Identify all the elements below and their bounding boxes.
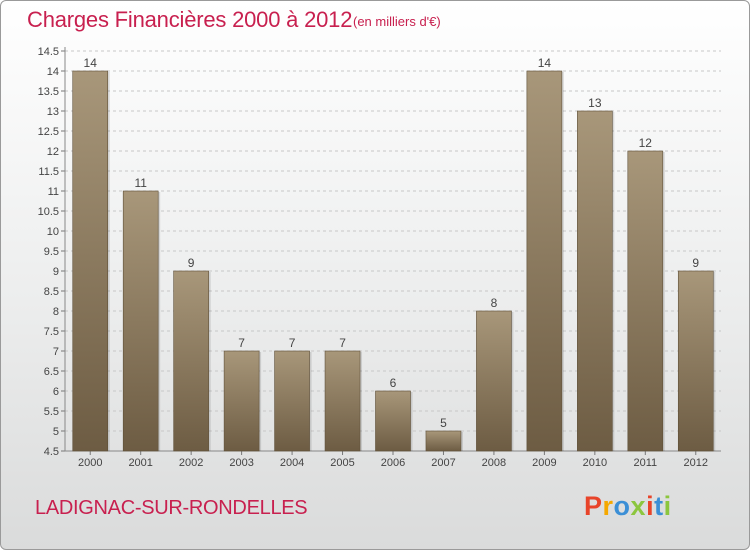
data-label: 12	[639, 136, 653, 150]
y-tick-label: 12	[47, 146, 59, 158]
logo-letter: P	[584, 491, 603, 521]
proxiti-logo[interactable]: Proxiti	[584, 491, 672, 522]
x-tick-label: 2010	[583, 457, 607, 469]
logo-letter: i	[663, 491, 672, 521]
y-tick-label: 5.5	[44, 406, 59, 418]
bar-2007	[425, 430, 462, 452]
chart-subtitle: (en milliers d'€)	[353, 14, 441, 29]
y-tick-label: 11	[48, 186, 59, 198]
x-tick-label: 2002	[179, 457, 203, 469]
y-tick-label: 5	[53, 426, 59, 438]
bar-2004	[274, 350, 310, 452]
x-tick-label: 2009	[532, 457, 556, 469]
y-tick-label: 8.5	[44, 286, 59, 298]
y-tick-label: 12.5	[38, 126, 59, 138]
y-tick-label: 9.5	[44, 246, 59, 258]
y-tick-label: 7.5	[44, 326, 59, 338]
y-tick-label: 6	[53, 386, 59, 398]
data-label: 6	[390, 376, 397, 390]
y-tick-label: 4.5	[44, 446, 59, 458]
data-label: 9	[188, 256, 195, 270]
x-tick-label: 2008	[482, 457, 506, 469]
y-tick-label: 7	[53, 346, 59, 358]
bar-2002	[173, 270, 209, 452]
data-label: 14	[84, 56, 98, 70]
y-tick-label: 13	[47, 106, 59, 118]
data-labels: 14 11 9 7 7 7 6 5 8 14 13 12 9	[84, 56, 700, 430]
x-tick-label: 2012	[684, 457, 708, 469]
x-tick-label: 2003	[229, 457, 253, 469]
y-tick-label: 11.5	[38, 166, 59, 178]
bar-2012	[677, 270, 714, 452]
bar-2006	[375, 390, 411, 452]
data-label: 7	[238, 336, 245, 350]
bar-2008	[476, 310, 512, 452]
x-tick-label: 2004	[280, 457, 304, 469]
logo-letter: o	[613, 491, 631, 521]
bar-2005	[324, 350, 361, 452]
x-tick-label: 2007	[431, 457, 455, 469]
bar-2011	[627, 150, 664, 452]
commune-name: LADIGNAC-SUR-RONDELLES	[35, 497, 308, 519]
data-label: 13	[588, 96, 602, 110]
x-tick-label: 2006	[381, 457, 405, 469]
axes: 4.5 5 5.5 6 6.5 7 7.5 8 8.5 9 9.5 10 10.5 11 11.5 12 12.…	[38, 46, 721, 469]
bar-2003	[223, 350, 260, 452]
y-tick-label: 9	[53, 266, 59, 278]
data-label: 8	[491, 296, 498, 310]
y-tick-label: 8	[53, 306, 59, 318]
x-tick-label: 2005	[330, 457, 354, 469]
logo-letter: r	[602, 491, 614, 521]
bars	[72, 70, 716, 452]
y-tick-label: 6.5	[44, 366, 59, 378]
data-label: 7	[339, 336, 346, 350]
logo-letter: i	[646, 491, 655, 521]
logo-letter: t	[654, 491, 664, 521]
logo-letter: x	[630, 491, 647, 521]
data-label: 7	[289, 336, 296, 350]
y-tick-label: 14	[47, 66, 59, 78]
grid-lines	[65, 50, 721, 432]
y-tick-label: 10.5	[38, 206, 59, 218]
data-label: 14	[538, 56, 552, 70]
bar-2009	[526, 70, 563, 452]
y-tick-label: 13.5	[38, 86, 59, 98]
data-label: 11	[134, 176, 147, 190]
x-tick-label: 2011	[633, 457, 657, 469]
chart-title: Charges Financières 2000 à 2012	[27, 7, 353, 32]
bar-2000	[72, 70, 109, 452]
y-tick-label: 10	[47, 226, 59, 238]
data-label: 9	[692, 256, 699, 270]
y-tick-label: 14.5	[38, 46, 59, 58]
bar-2010	[577, 110, 613, 452]
x-tick-label: 2001	[128, 457, 152, 469]
data-label: 5	[440, 416, 447, 430]
bar-2001	[122, 190, 159, 452]
x-tick-label: 2000	[78, 457, 102, 469]
